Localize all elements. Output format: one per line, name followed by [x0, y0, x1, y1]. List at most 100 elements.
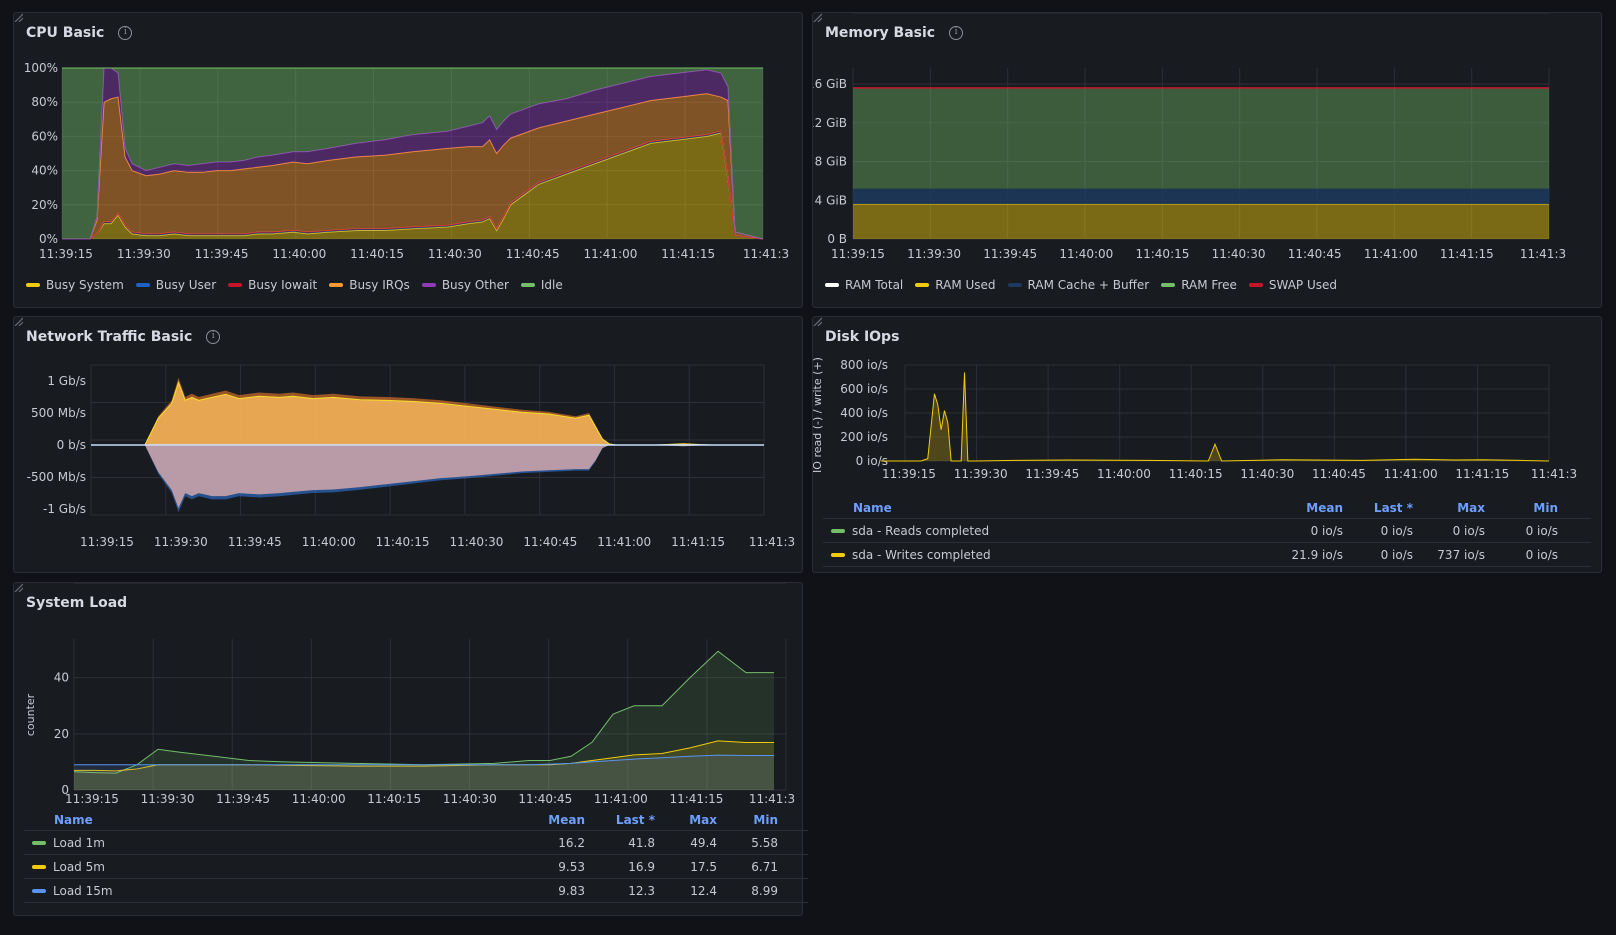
x-tick-label: 11:40:30	[449, 535, 503, 549]
legend-item[interactable]: Busy IRQs	[329, 278, 410, 292]
panel-title[interactable]: Disk IOps	[825, 329, 899, 345]
column-header[interactable]: Max	[689, 813, 717, 827]
resize-handle-icon[interactable]	[14, 317, 23, 326]
panel-title-text: Disk IOps	[825, 329, 900, 345]
y-tick-label: -500 Mb/s	[27, 470, 86, 484]
column-header[interactable]: Name	[54, 813, 93, 827]
legend-swatch	[915, 283, 930, 287]
stat-max: 17.5	[690, 860, 717, 874]
resize-handle-icon[interactable]	[813, 13, 822, 22]
memory-chart[interactable]: 0 B 4 GiB 8 GiB 12 GiB 16 GiB 11:39:15 11:39:3…	[813, 13, 1603, 309]
x-tick-label: 11:40:15	[1169, 467, 1223, 481]
series-line	[62, 93, 764, 240]
series-area	[62, 93, 763, 240]
legend-table-row[interactable]: Load 5m 9.53 16.9 17.5 6.71	[24, 855, 808, 879]
legend-item[interactable]: Busy Iowait	[228, 278, 317, 292]
x-tick-label: 11:40:30	[1240, 467, 1294, 481]
panel-title[interactable]: Memory Basic i	[825, 25, 964, 41]
legend-item[interactable]: RAM Cache + Buffer	[1007, 278, 1149, 292]
x-tick-label: 11:39:45	[195, 247, 249, 261]
series-area	[74, 755, 774, 790]
y-tick-label: 40%	[31, 164, 58, 178]
x-tick-label: 11:39:15	[65, 792, 119, 806]
x-tick-label: 11:39:45	[983, 247, 1037, 261]
series-area	[62, 132, 763, 239]
column-header[interactable]: Max	[1457, 501, 1485, 515]
ram-cache-area	[853, 188, 1549, 205]
x-tick-label: 11:39:30	[907, 247, 961, 261]
stat-max: 12.4	[690, 884, 717, 898]
column-header[interactable]: Mean	[1306, 501, 1343, 515]
y-axis-label: IO read (-) / write (+)	[813, 357, 824, 473]
info-icon[interactable]: i	[949, 26, 964, 40]
resize-handle-icon[interactable]	[14, 13, 23, 22]
column-header[interactable]: Last *	[615, 813, 655, 827]
series-label: sda - Reads completed	[852, 524, 990, 538]
legend-table-row[interactable]: sda - Writes completed 21.9 io/s 0 io/s 737…	[823, 543, 1591, 567]
info-icon[interactable]: i	[206, 330, 221, 344]
cpu-basic-panel: CPU Basic i 100% 80% 60% 40% 20% 0% 11:39:15 11:…	[13, 12, 803, 308]
stat-max: 0 io/s	[1452, 524, 1485, 538]
series-line	[73, 650, 774, 774]
legend-item[interactable]: Busy User	[135, 278, 216, 292]
legend-label: Busy Iowait	[248, 278, 318, 292]
y-tick-label: 500 Mb/s	[31, 406, 86, 420]
x-tick-label: 11:41:00	[597, 535, 651, 549]
panel-title-text: Memory Basic	[825, 25, 936, 41]
legend-table-row[interactable]: sda - Reads completed 0 io/s 0 io/s 0 io/s 0…	[823, 519, 1591, 543]
legend-item[interactable]: RAM Used	[915, 278, 996, 292]
x-tick-label: 11:39:15	[882, 467, 936, 481]
network-chart[interactable]: 1 Gb/s 500 Mb/s 0 b/s -500 Mb/s -1 Gb/s 11:39…	[14, 317, 804, 574]
column-header[interactable]: Last *	[1373, 501, 1413, 515]
legend-item[interactable]: RAM Total	[825, 278, 903, 292]
y-tick-label: 800 io/s	[840, 358, 888, 372]
column-header[interactable]: Min	[753, 813, 778, 827]
panel-title-text: Network Traffic Basic	[26, 329, 193, 345]
load-chart[interactable]: 0 20 40 11:39:15 11:39:30 11:39:45 11:40:00 11:…	[14, 583, 804, 813]
legend-swatch	[32, 889, 46, 893]
cpu-legend: Busy System Busy User Busy Iowait Busy IRQs…	[26, 278, 563, 292]
legend-swatch	[520, 283, 535, 287]
legend-item[interactable]: RAM Free	[1161, 278, 1237, 292]
y-tick-label: 60%	[31, 129, 58, 143]
resize-handle-icon[interactable]	[14, 583, 23, 592]
panel-title[interactable]: Network Traffic Basic i	[26, 329, 221, 345]
x-tick-label: 11:39:45	[228, 535, 282, 549]
x-tick-label: 11:40:00	[272, 247, 326, 261]
y-axis-label: counter	[24, 693, 37, 736]
network-traffic-panel: Network Traffic Basic i 1 Gb/s 500 Mb/s 0 b…	[13, 316, 803, 573]
legend-item[interactable]: Busy Other	[421, 278, 509, 292]
x-tick-label: 11:39:30	[954, 467, 1008, 481]
panel-title-text: CPU Basic	[26, 25, 105, 41]
legend-swatch	[421, 283, 436, 287]
stat-min: 0 io/s	[1525, 524, 1558, 538]
column-header[interactable]: Mean	[548, 813, 585, 827]
x-tick-label: 11:40:00	[292, 792, 346, 806]
x-tick-label: 11:39:15	[39, 247, 93, 261]
legend-label: Busy IRQs	[349, 278, 410, 292]
legend-item[interactable]: Idle	[520, 278, 563, 292]
x-tick-label: 11:41:00	[583, 247, 637, 261]
stat-mean: 16.2	[558, 836, 585, 850]
cpu-chart[interactable]: 100% 80% 60% 40% 20% 0%11:39:15 11:39:30 11:39:…	[14, 13, 804, 309]
x-tick-label: 11:41:00	[1364, 247, 1418, 261]
x-tick-label: 11:41:3	[749, 792, 795, 806]
column-header[interactable]: Name	[853, 501, 892, 515]
panel-title[interactable]: System Load	[26, 595, 127, 611]
stat-mean: 0 io/s	[1310, 524, 1343, 538]
series-line	[62, 130, 764, 240]
legend-item[interactable]: SWAP Used	[1248, 278, 1337, 292]
stat-last: 12.3	[628, 884, 655, 898]
legend-table-row[interactable]: Load 1m 16.2 41.8 49.4 5.58	[24, 831, 808, 855]
legend-item[interactable]: Busy System	[26, 278, 124, 292]
y-tick-label: 20	[54, 727, 69, 741]
legend-swatch	[1161, 283, 1176, 287]
memory-legend: RAM Total RAM Used RAM Cache + Buffer RAM F…	[825, 278, 1337, 292]
resize-handle-icon[interactable]	[813, 317, 822, 326]
info-icon[interactable]: i	[118, 26, 133, 40]
legend-table-row[interactable]: Load 15m 9.83 12.3 12.4 8.99	[24, 879, 808, 903]
panel-title[interactable]: CPU Basic i	[26, 25, 133, 41]
column-header[interactable]: Min	[1533, 501, 1558, 515]
y-tick-label: 0	[61, 783, 69, 797]
